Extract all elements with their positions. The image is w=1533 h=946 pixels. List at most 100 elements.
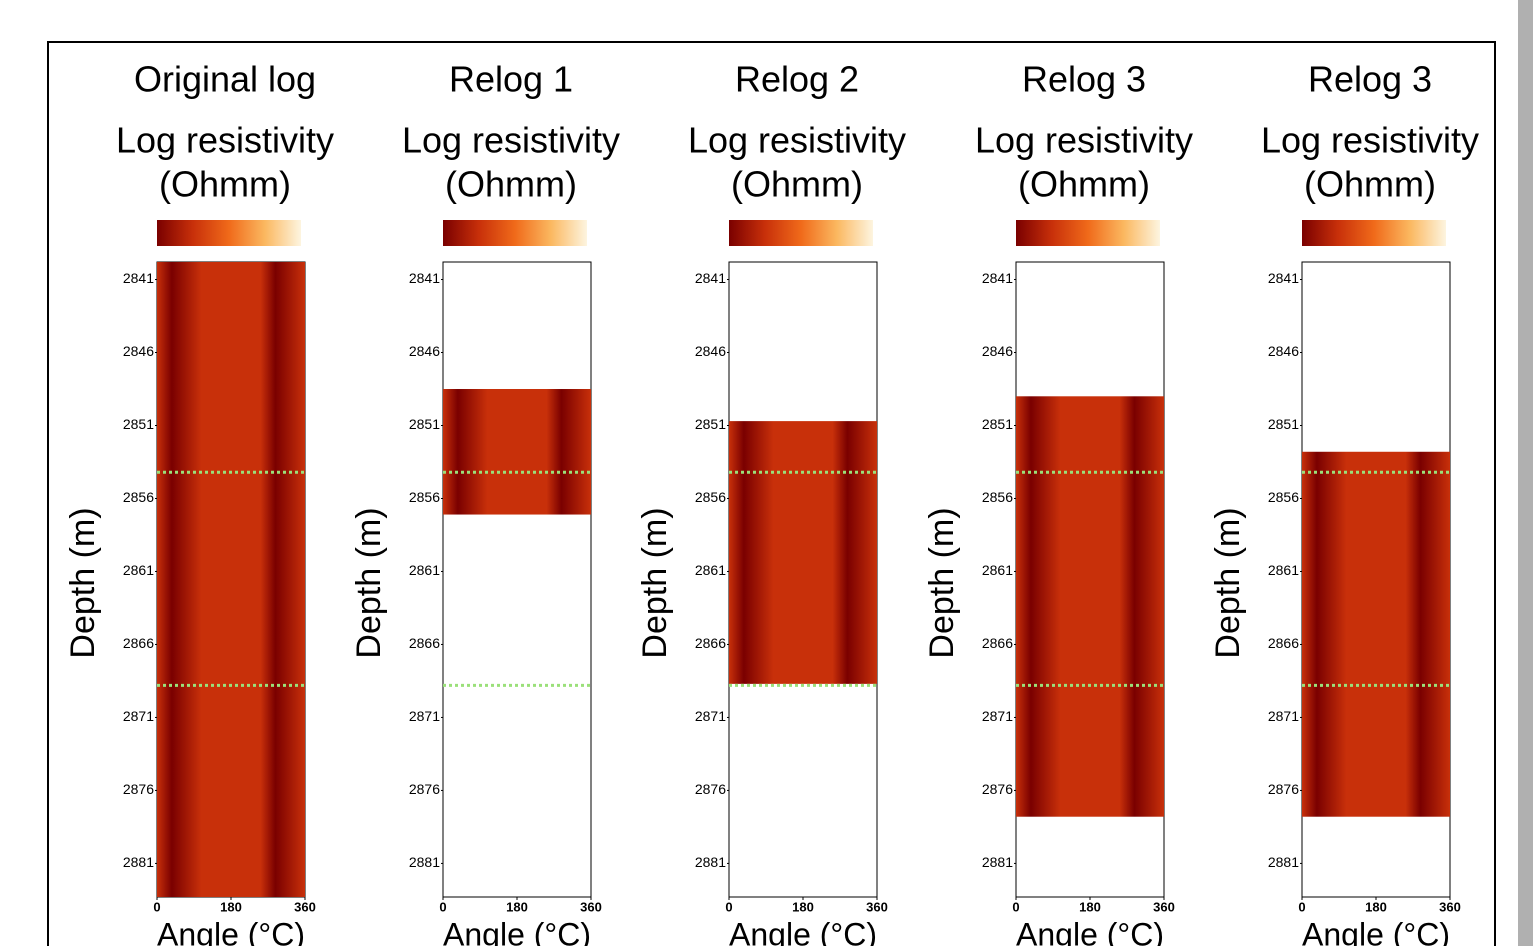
y-tick-label: 2856 (982, 489, 1013, 505)
y-tick-label: 2866 (123, 635, 154, 651)
x-tick-label: 360 (866, 899, 888, 914)
panel-title: Relog 1 (449, 59, 573, 100)
panel-title: Original log (134, 59, 316, 100)
scrollbar (1518, 0, 1533, 946)
y-tick-label: 2841 (1268, 270, 1299, 286)
y-tick-label: 2871 (982, 708, 1013, 724)
panel-title: Relog 3 (1308, 59, 1432, 100)
resistivity-image (729, 421, 877, 684)
y-tick-label: 2851 (123, 416, 154, 432)
colorbar (1302, 220, 1446, 246)
x-axis-label: Angle (°C) (1016, 916, 1164, 946)
plot-area (442, 261, 592, 898)
y-tick-label: 2851 (982, 416, 1013, 432)
y-tick-label: 2851 (1268, 416, 1299, 432)
y-tick-label: 2866 (982, 635, 1013, 651)
panel-subtitle: (Ohmm) (1018, 164, 1150, 205)
panel-title: Relog 3 (1022, 59, 1146, 100)
y-tick-label: 2881 (409, 854, 440, 870)
x-tick-label: 360 (580, 899, 602, 914)
y-tick-label: 2851 (409, 416, 440, 432)
panel-subtitle: Log resistivity (1261, 120, 1479, 161)
y-tick-label: 2876 (982, 781, 1013, 797)
y-tick-label: 2861 (982, 562, 1013, 578)
x-tick-label: 180 (506, 899, 528, 914)
y-tick-label: 2881 (123, 854, 154, 870)
y-tick-label: 2841 (982, 270, 1013, 286)
y-axis-label: Depth (m) (1209, 507, 1247, 658)
resistivity-image (443, 389, 591, 515)
figure-frame (47, 41, 1496, 946)
y-tick-label: 2871 (1268, 708, 1299, 724)
x-tick-label: 360 (294, 899, 316, 914)
y-tick-label: 2876 (123, 781, 154, 797)
panel-subtitle: Log resistivity (688, 120, 906, 161)
y-tick-label: 2841 (409, 270, 440, 286)
y-tick-label: 2856 (695, 489, 726, 505)
y-tick-label: 2851 (695, 416, 726, 432)
x-tick-label: 360 (1153, 899, 1175, 914)
panel-subtitle: Log resistivity (975, 120, 1193, 161)
x-tick-label: 0 (153, 899, 160, 914)
panel-subtitle: Log resistivity (116, 120, 334, 161)
x-axis-label: Angle (°C) (443, 916, 591, 946)
y-tick-label: 2841 (695, 270, 726, 286)
resistivity-image (1302, 451, 1450, 817)
y-tick-label: 2841 (123, 270, 154, 286)
y-tick-label: 2866 (409, 635, 440, 651)
y-tick-label: 2846 (982, 343, 1013, 359)
y-tick-label: 2881 (982, 854, 1013, 870)
y-tick-label: 2856 (1268, 489, 1299, 505)
colorbar (729, 220, 873, 246)
y-tick-label: 2871 (409, 708, 440, 724)
colorbar (157, 220, 301, 246)
y-axis-label: Depth (m) (636, 507, 674, 658)
x-tick-label: 180 (792, 899, 814, 914)
x-tick-label: 180 (220, 899, 242, 914)
panel-title: Relog 2 (735, 59, 859, 100)
y-tick-label: 2881 (695, 854, 726, 870)
colorbar (1016, 220, 1160, 246)
resistivity-image (157, 262, 305, 897)
x-tick-label: 180 (1365, 899, 1387, 914)
x-tick-label: 0 (725, 899, 732, 914)
y-tick-label: 2876 (695, 781, 726, 797)
y-tick-label: 2846 (1268, 343, 1299, 359)
y-axis-label: Depth (m) (350, 507, 388, 658)
panel-subtitle: Log resistivity (402, 120, 620, 161)
y-tick-label: 2871 (123, 708, 154, 724)
y-tick-label: 2846 (695, 343, 726, 359)
y-axis-label: Depth (m) (64, 507, 102, 658)
x-tick-label: 0 (439, 899, 446, 914)
x-axis-label: Angle (°C) (157, 916, 305, 946)
y-tick-label: 2846 (123, 343, 154, 359)
x-tick-label: 0 (1298, 899, 1305, 914)
resistivity-image (1016, 396, 1164, 817)
y-tick-label: 2861 (123, 562, 154, 578)
y-tick-label: 2856 (123, 489, 154, 505)
colorbar (443, 220, 587, 246)
panel-subtitle: (Ohmm) (731, 164, 863, 205)
y-tick-label: 2861 (695, 562, 726, 578)
x-tick-label: 360 (1439, 899, 1461, 914)
y-tick-label: 2876 (409, 781, 440, 797)
y-tick-label: 2861 (1268, 562, 1299, 578)
y-tick-label: 2846 (409, 343, 440, 359)
x-tick-label: 180 (1079, 899, 1101, 914)
panel-subtitle: (Ohmm) (1304, 164, 1436, 205)
y-tick-label: 2876 (1268, 781, 1299, 797)
panel-subtitle: (Ohmm) (445, 164, 577, 205)
x-axis-label: Angle (°C) (729, 916, 877, 946)
x-tick-label: 0 (1012, 899, 1019, 914)
y-tick-label: 2861 (409, 562, 440, 578)
panel-subtitle: (Ohmm) (159, 164, 291, 205)
x-axis-label: Angle (°C) (1302, 916, 1450, 946)
y-tick-label: 2881 (1268, 854, 1299, 870)
y-tick-label: 2866 (1268, 635, 1299, 651)
y-axis-label: Depth (m) (923, 507, 961, 658)
y-tick-label: 2856 (409, 489, 440, 505)
y-tick-label: 2871 (695, 708, 726, 724)
y-tick-label: 2866 (695, 635, 726, 651)
